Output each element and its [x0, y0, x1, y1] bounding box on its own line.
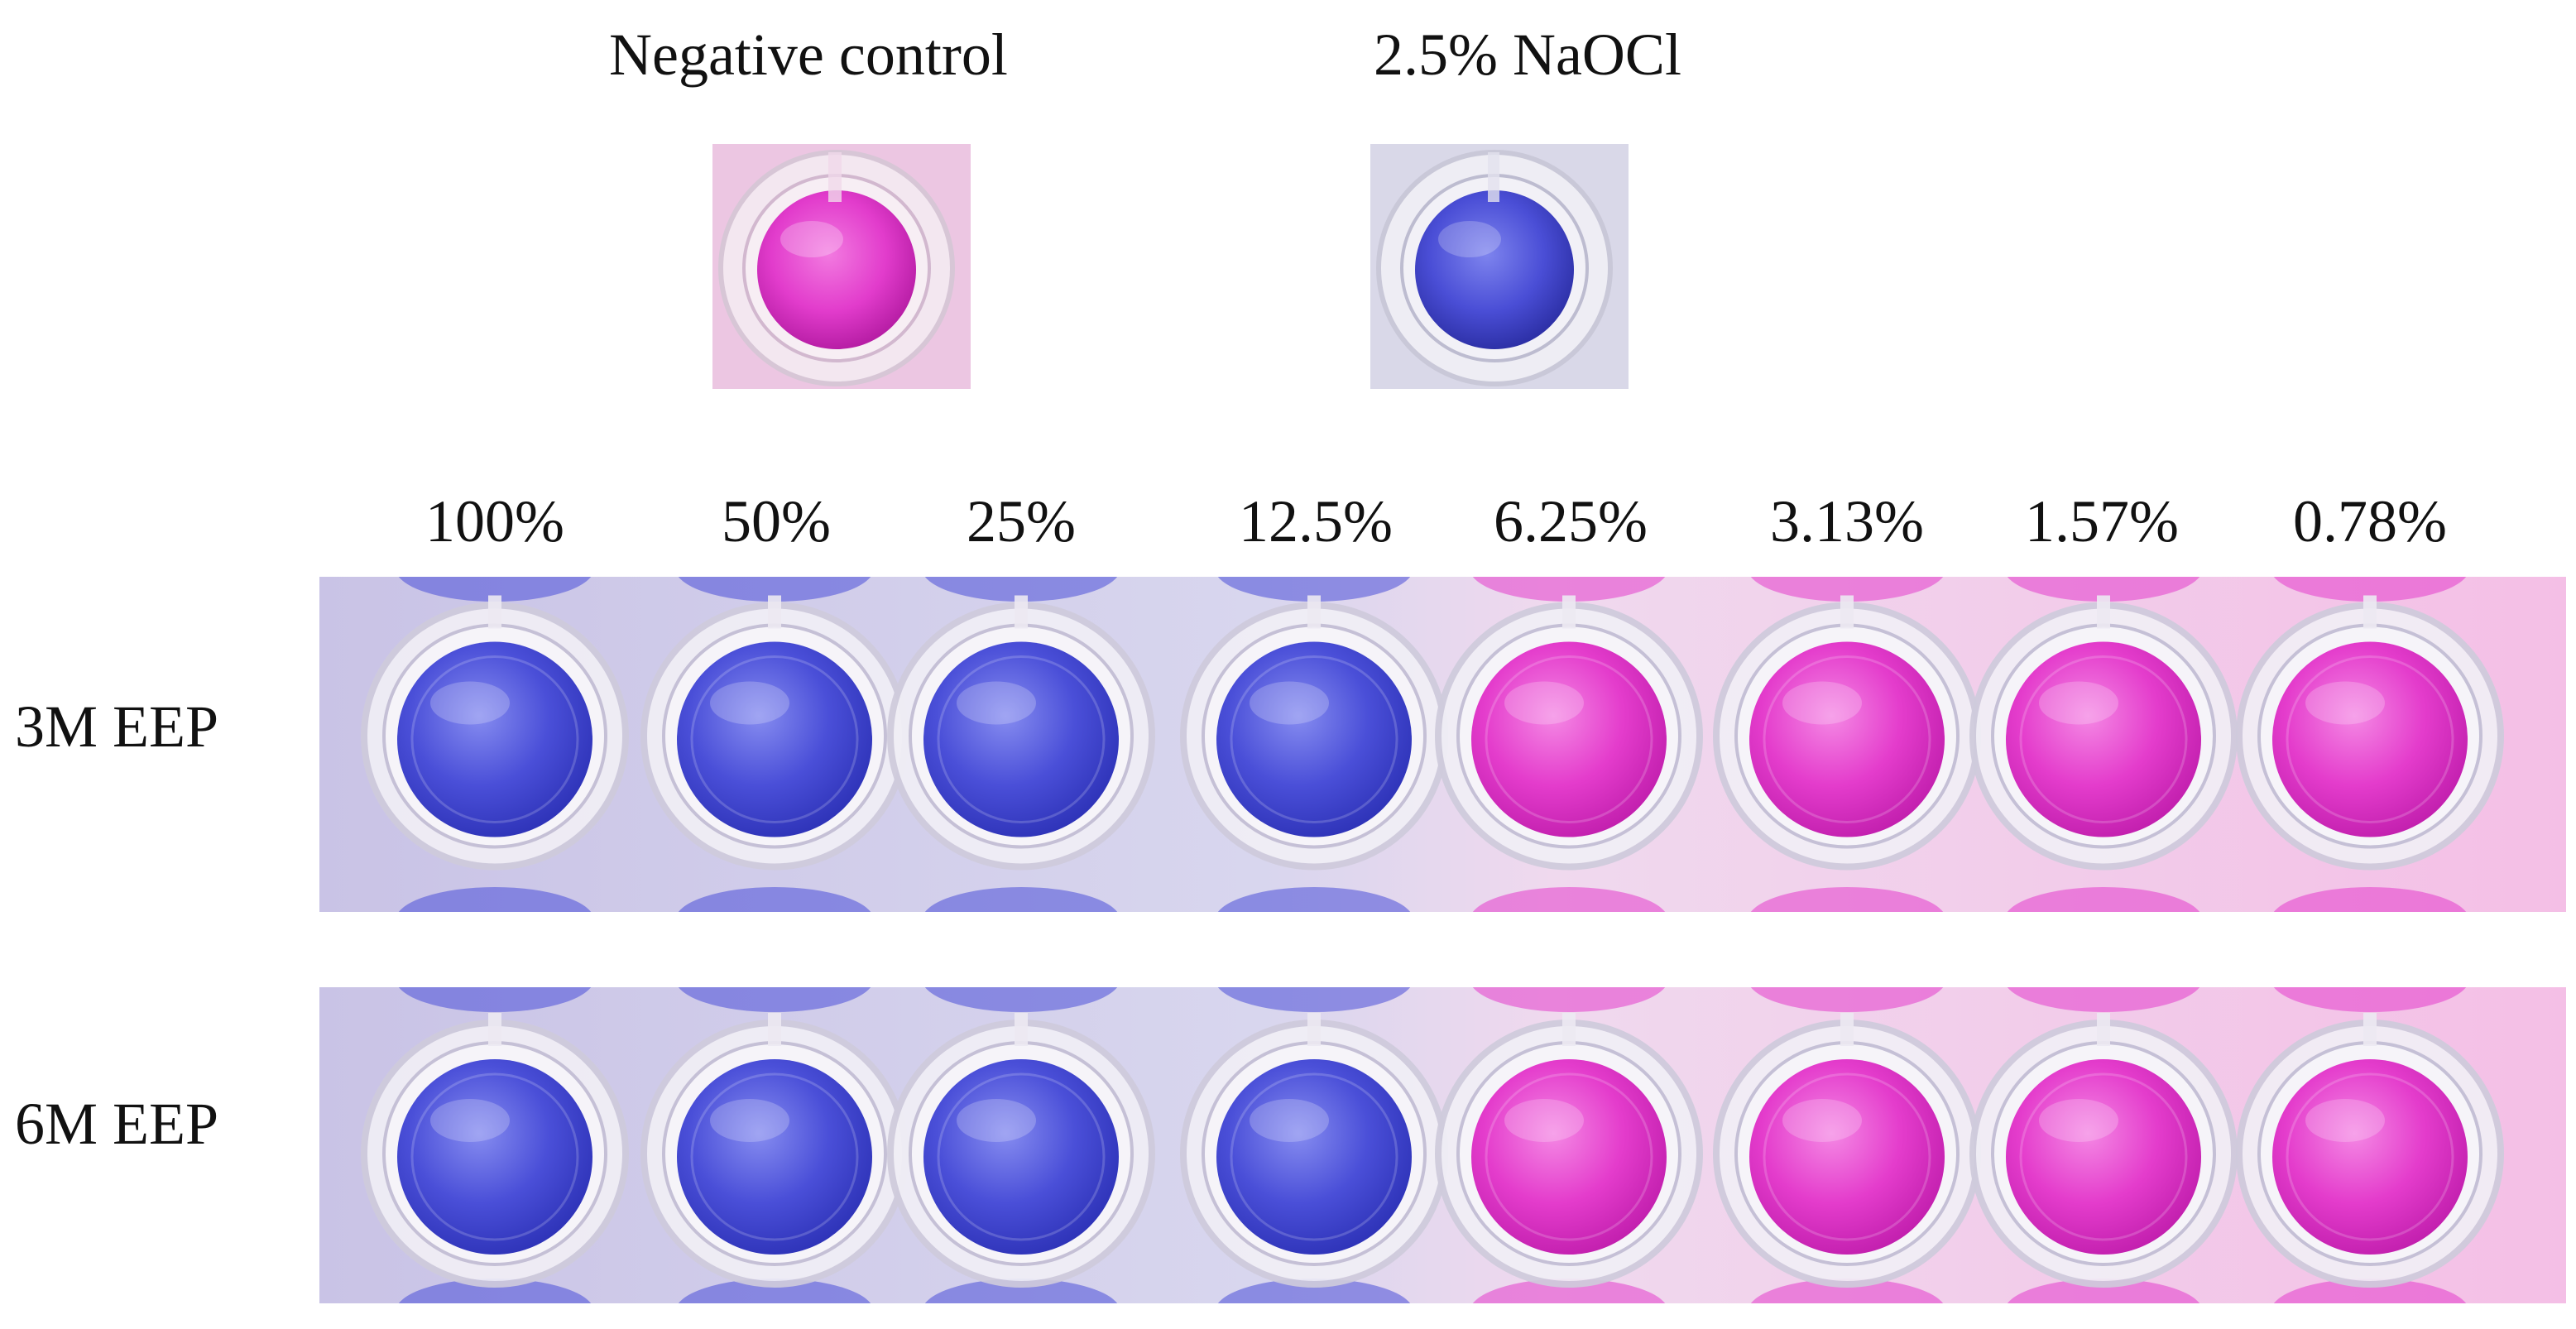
negative-control-well-photo [712, 144, 971, 389]
well [1435, 577, 1703, 912]
well [1969, 577, 2238, 912]
naocl-control-well-photo [1370, 144, 1629, 389]
well [1180, 987, 1448, 1303]
plate-strip-6m-eep [319, 987, 2566, 1303]
concentration-label: 50% [722, 488, 831, 554]
well [1713, 577, 1981, 912]
concentration-label: 1.57% [2025, 488, 2179, 554]
well [640, 987, 909, 1303]
concentration-label: 12.5% [1239, 488, 1393, 554]
well [1180, 577, 1448, 912]
well [361, 987, 629, 1303]
concentration-label: 6.25% [1494, 488, 1648, 554]
row-label-3m-eep: 3M EEP [15, 693, 219, 760]
concentration-label: 0.78% [2293, 488, 2447, 554]
well [1969, 987, 2238, 1303]
well [2236, 577, 2504, 912]
well [887, 987, 1155, 1303]
well [1435, 987, 1703, 1303]
negative-control-label: Negative control [609, 22, 1008, 88]
well [2236, 987, 2504, 1303]
plate-strip-3m-eep [319, 577, 2566, 912]
well [361, 577, 629, 912]
well [887, 577, 1155, 912]
concentration-label: 3.13% [1770, 488, 1924, 554]
well [640, 577, 909, 912]
row-label-6m-eep: 6M EEP [15, 1091, 219, 1157]
well [1713, 987, 1981, 1303]
naocl-control-label: 2.5% NaOCl [1374, 22, 1681, 88]
concentration-label: 25% [967, 488, 1076, 554]
concentration-label: 100% [425, 488, 564, 554]
